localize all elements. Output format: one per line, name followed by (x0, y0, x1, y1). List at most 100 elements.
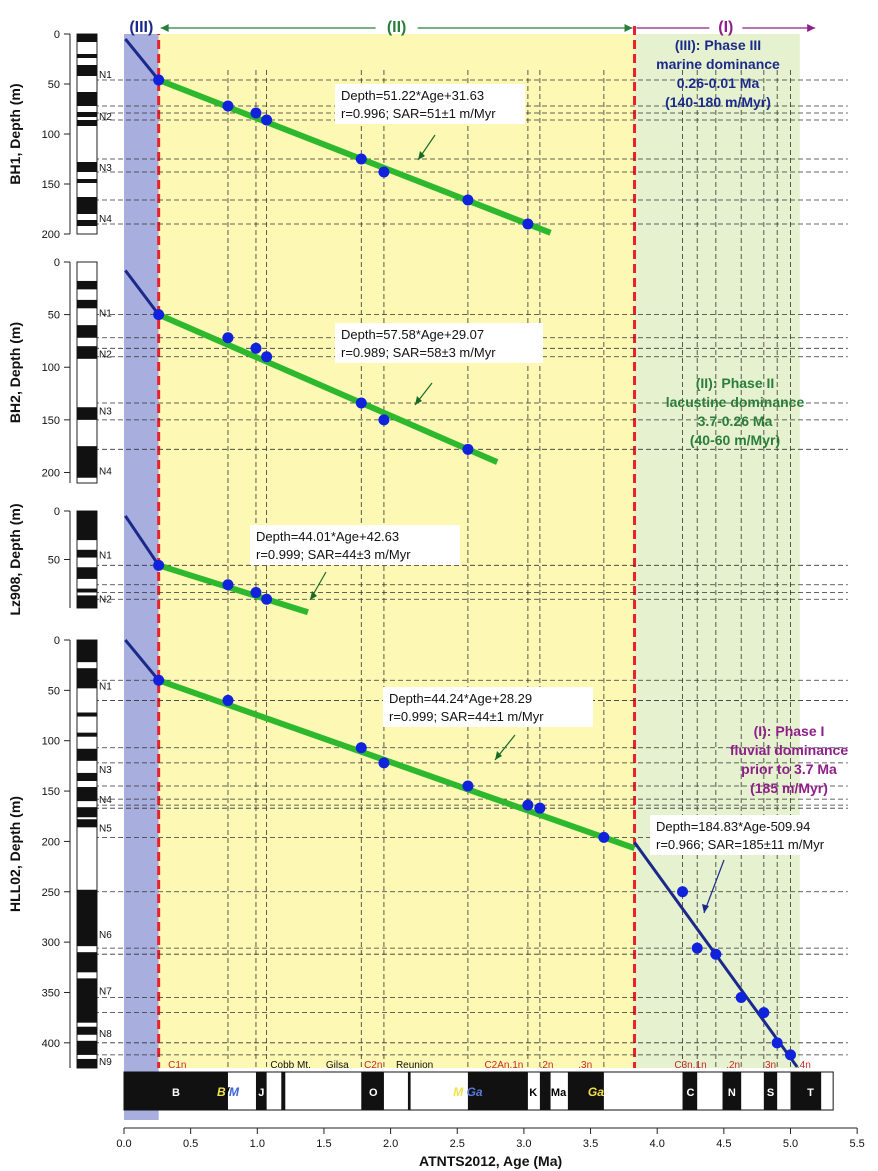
equation-bg (383, 687, 593, 727)
x-tick-label: 0.5 (183, 1138, 198, 1150)
equation-bg (650, 815, 878, 855)
data-point (153, 309, 165, 321)
lithology-stratum (77, 162, 97, 172)
unit-label: N1 (99, 551, 112, 562)
x-tick-label: 4.0 (650, 1138, 665, 1150)
data-point (534, 802, 546, 814)
phase-arrowhead-right (807, 24, 816, 32)
gpts-normal-block (467, 1072, 528, 1110)
block-label: K (529, 1087, 537, 1099)
equation-bg (250, 525, 460, 565)
chron-label: Reunion (396, 1060, 433, 1071)
chron-label: .2n (726, 1060, 740, 1071)
unit-label: N7 (99, 986, 112, 997)
data-point (710, 948, 722, 960)
lithology-stratum (77, 772, 97, 781)
phase-note-line: (40-60 m/Myr) (690, 432, 780, 448)
unit-label: N3 (99, 765, 112, 776)
x-tick-label: 2.5 (450, 1138, 465, 1150)
data-point (677, 886, 689, 898)
equation-arrowhead (702, 904, 709, 913)
boundary-label: B/M (217, 1085, 240, 1099)
x-tick-label: 1.0 (250, 1138, 265, 1150)
x-tick-label: 2.0 (383, 1138, 398, 1150)
x-axis: 0.0 0.5 1.0 1.5 2.0 2.5 3.0 3.5 4.0 4.5 5.0 5.5 ATNT… (116, 1127, 865, 1169)
block-label: Ma (551, 1087, 567, 1099)
lithology-stratum (77, 179, 97, 183)
equation-text: Depth=44.01*Age+42.63 (256, 529, 399, 544)
data-point (355, 153, 367, 165)
y-tick-label: 50 (48, 555, 60, 567)
lithology-stratum (77, 407, 97, 420)
equation-stats: r=0.996; SAR=51±1 m/Myr (341, 106, 496, 121)
data-point (153, 74, 165, 86)
gpts-normal-block (763, 1072, 778, 1110)
block-label: N (728, 1087, 736, 1099)
lithology-stratum (77, 819, 97, 828)
y-tick-label: 350 (42, 987, 60, 999)
unit-label: N1 (99, 309, 112, 320)
gpts-normal-block (722, 1072, 742, 1110)
y-tick-label: 150 (42, 786, 60, 798)
phase-label-bg (115, 14, 167, 34)
equation-bg (335, 84, 525, 124)
y-tick-label: 100 (42, 129, 60, 141)
y-tick-label: 400 (42, 1038, 60, 1050)
lithology-stratum (77, 120, 97, 126)
chron-label: .2n (540, 1060, 554, 1071)
block-label: T (807, 1087, 814, 1099)
data-point (785, 1049, 796, 1061)
phase-note-line: lacustine dominance (666, 394, 805, 410)
equation-bg (335, 323, 543, 363)
chron-label: C3n.1n (674, 1060, 706, 1071)
data-point (153, 674, 165, 686)
equation-arrowhead (418, 151, 425, 160)
data-point (355, 397, 367, 409)
equation-box: Depth=51.22*Age+31.63 r=0.996; SAR=51±1 m… (335, 84, 525, 124)
lithology-stratum (77, 325, 97, 338)
data-point (261, 593, 273, 605)
y-tick-label: 250 (42, 887, 60, 899)
data-point (462, 443, 474, 455)
phase-note-line: (185 m/Myr) (750, 780, 828, 796)
x-tick-label: 5.5 (850, 1138, 865, 1150)
phase-note-line: (II): Phase II (696, 375, 775, 391)
equation-stats: r=0.989; SAR=58±3 m/Myr (341, 345, 496, 360)
marine-fit-line (124, 639, 160, 682)
x-tick-label: 0.0 (116, 1138, 131, 1150)
data-point (250, 342, 262, 354)
y-tick-label: 50 (48, 685, 60, 697)
y-tick-label: 200 (42, 467, 60, 479)
data-point (222, 100, 234, 112)
unit-label: N2 (99, 350, 112, 361)
data-point (378, 414, 390, 426)
data-point (378, 166, 390, 178)
lithology-stratum (77, 640, 97, 663)
lithology-stratum (77, 112, 97, 117)
phase-notes: (III): Phase III marine dominance 0.26-0.0… (656, 37, 848, 796)
data-point (522, 799, 534, 811)
block-label: S (767, 1087, 774, 1099)
phase-header-label: (III) (129, 19, 153, 36)
data-point (222, 579, 234, 591)
lacustrine-fit-line (157, 677, 636, 852)
lithology-stratum (77, 1058, 97, 1068)
chron-label: C2n (364, 1060, 382, 1071)
lithology-column (76, 261, 98, 484)
y-tick-label: 0 (54, 506, 60, 518)
unit-label: N1 (99, 70, 112, 81)
lithology-stratum (77, 732, 97, 737)
data-point (222, 694, 234, 706)
data-point (522, 218, 534, 230)
polarity-timescale: C1n Cobb Mt. Gilsa C2n Reunion C2An.1n .2n .3n C… (123, 1060, 834, 1111)
equation-stats: r=0.999; SAR=44±1 m/Myr (389, 709, 544, 724)
y-tick-label: 200 (42, 229, 60, 241)
lithology-stratum (77, 1026, 97, 1035)
panel-2: 0 50 Lz908, Depth (m) N1 N2 Depth=44.01*Age+4… (7, 503, 848, 616)
lithology-stratum (77, 787, 97, 802)
equation-text: Depth=57.58*Age+29.07 (341, 327, 484, 342)
y-tick-label: 100 (42, 736, 60, 748)
phase-note-line: (III): Phase III (675, 37, 761, 53)
unit-label: N6 (99, 930, 112, 941)
lithology-stratum (77, 65, 97, 76)
